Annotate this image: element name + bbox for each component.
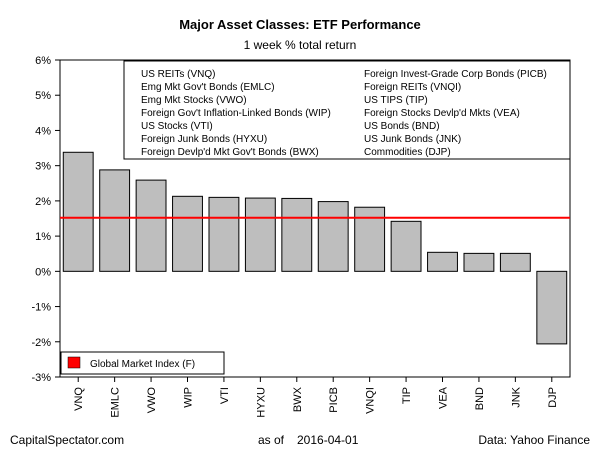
fund-legend-item: Commodities (DJP) (364, 147, 451, 158)
bar-bwx (281, 197, 313, 272)
x-tick-label: EMLC (110, 387, 122, 418)
x-tick-label: DJP (547, 387, 559, 408)
fund-legend-item: Foreign Invest-Grade Corp Bonds (PICB) (364, 69, 547, 80)
x-tick-label: VNQI (365, 387, 377, 414)
bar-bnd (463, 252, 495, 272)
x-tick-label: BWX (292, 386, 304, 412)
y-tick-label: 5% (35, 90, 51, 102)
fund-legend-item: US TIPS (TIP) (364, 95, 428, 106)
bar-tip (390, 220, 422, 272)
x-tick-label: JNK (510, 386, 522, 407)
fund-legend-item: Foreign Devlp'd Mkt Gov't Bonds (BWX) (141, 147, 319, 158)
y-tick-label: 2% (35, 196, 51, 208)
bar-vea (427, 251, 458, 272)
fund-legend: US REITs (VNQ) Emg Mkt Gov't Bonds (EMLC)… (123, 60, 571, 160)
bar-vwo (135, 179, 167, 272)
bar-hyxu (244, 197, 276, 272)
bar-djp (536, 270, 568, 345)
x-tick-label: TIP (401, 387, 413, 404)
plot-area: -3% -2% -1% 0% 1% 2% 3% 4% 5% 6% VNQ EMLC VWO WIP VTI H… (31, 55, 571, 418)
y-tick-label: 0% (35, 266, 51, 278)
reference-legend-box (60, 351, 225, 375)
bar-vnq (62, 151, 94, 272)
x-tick-label: BND (474, 387, 486, 410)
fund-legend-item: US Stocks (VTI) (141, 121, 213, 132)
footer-date-prefix: as of (258, 433, 285, 447)
y-tick-label: -3% (31, 372, 51, 384)
bar-jnk (499, 252, 531, 272)
x-tick-label: WIP (183, 387, 195, 408)
reference-legend-swatch (67, 356, 81, 369)
fund-legend-item: Foreign Stocks Devlp'd Mkts (VEA) (364, 108, 520, 119)
footer-date: 2016-04-01 (297, 433, 359, 447)
x-tick-label: VTI (219, 387, 231, 404)
fund-legend-item: Foreign Junk Bonds (HYXU) (141, 134, 267, 145)
footer-data-source: Data: Yahoo Finance (478, 433, 590, 447)
y-tick-label: 6% (35, 55, 51, 67)
bar-emlc (99, 169, 131, 272)
fund-legend-item: US Bonds (BND) (364, 121, 440, 132)
footer-source: CapitalSpectator.com (10, 433, 124, 447)
bar-vti (208, 196, 240, 272)
y-tick-label: 3% (35, 161, 51, 173)
fund-legend-item: US REITs (VNQ) (141, 69, 215, 80)
y-tick-label: -1% (31, 302, 51, 314)
bar-wip (172, 195, 203, 272)
y-tick-label: -2% (31, 337, 51, 349)
fund-legend-item: Emg Mkt Stocks (VWO) (141, 95, 247, 106)
reference-legend-label: Global Market Index (F) (90, 359, 195, 370)
fund-legend-item: Foreign REITs (VNQI) (364, 82, 461, 93)
fund-legend-item: Foreign Gov't Inflation-Linked Bonds (WI… (141, 108, 331, 119)
chart-title: Major Asset Classes: ETF Performance (179, 17, 421, 32)
fund-legend-item: US Junk Bonds (JNK) (364, 134, 461, 145)
fund-legend-box (123, 60, 571, 160)
x-tick-label: VWO (146, 387, 158, 414)
x-tick-label: PICB (328, 387, 340, 413)
y-tick-label: 4% (35, 125, 51, 137)
x-tick-label: VNQ (73, 387, 85, 411)
bar-picb (317, 201, 349, 272)
fund-legend-item: Emg Mkt Gov't Bonds (EMLC) (141, 82, 275, 93)
chart-subtitle: 1 week % total return (244, 38, 357, 52)
reference-legend: Global Market Index (F) (60, 351, 225, 375)
x-tick-label: HYXU (255, 387, 267, 418)
x-tick-label: VEA (438, 386, 450, 409)
y-tick-label: 1% (35, 231, 51, 243)
